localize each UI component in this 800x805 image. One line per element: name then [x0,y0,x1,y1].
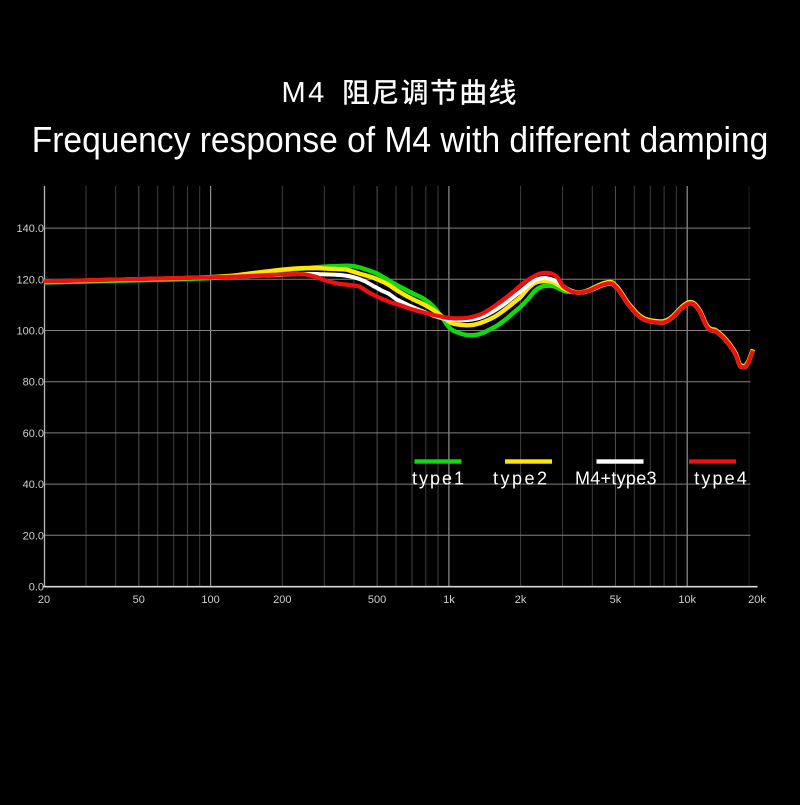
svg-text:type2: type2 [493,469,547,489]
svg-text:140.0: 140.0 [16,223,44,235]
svg-text:120.0: 120.0 [16,274,44,286]
svg-text:10k: 10k [678,594,696,606]
svg-text:1k: 1k [443,594,455,606]
svg-text:M4+type3: M4+type3 [575,469,657,489]
svg-text:100.0: 100.0 [16,326,44,338]
svg-text:20: 20 [38,594,50,606]
svg-text:type1: type1 [412,469,464,489]
svg-text:0.0: 0.0 [29,582,44,594]
svg-text:80.0: 80.0 [23,377,44,389]
svg-text:60.0: 60.0 [23,428,44,440]
svg-text:2k: 2k [515,594,527,606]
svg-text:M4: M4 [282,77,327,109]
svg-text:20k: 20k [748,594,766,606]
svg-text:5k: 5k [610,594,622,606]
svg-text:40.0: 40.0 [23,479,44,491]
svg-text:200: 200 [273,594,291,606]
svg-text:500: 500 [368,594,386,606]
svg-text:20.0: 20.0 [23,530,44,542]
svg-text:100: 100 [201,594,219,606]
svg-text:50: 50 [133,594,145,606]
svg-text:type4: type4 [694,469,747,489]
svg-text:Frequency response of M4 with: Frequency response of M4 with different … [32,119,769,160]
